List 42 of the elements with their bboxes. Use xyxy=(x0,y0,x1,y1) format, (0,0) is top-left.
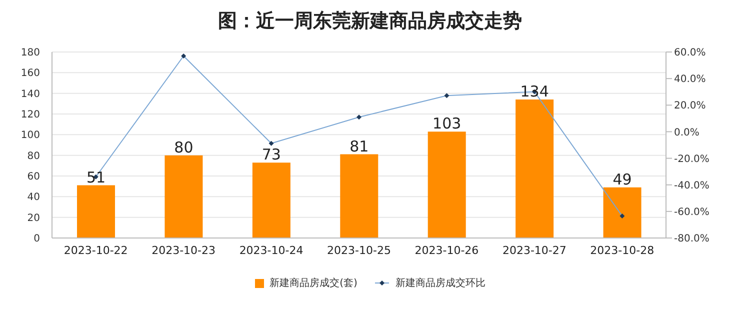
y-tick-label: 80 xyxy=(27,150,40,162)
y2-tick-label: -20.0% xyxy=(674,154,710,165)
y-tick-label: 100 xyxy=(20,130,40,142)
y-tick-label: 0 xyxy=(34,234,40,244)
data-label: 81 xyxy=(350,137,369,156)
bar xyxy=(516,100,554,238)
chart-title: 图：近一周东莞新建商品房成交走势 xyxy=(217,9,523,34)
x-tick-label: 2023-10-28 xyxy=(590,244,654,257)
x-tick-label: 2023-10-27 xyxy=(502,244,566,257)
y-tick-label: 20 xyxy=(27,212,40,224)
data-label: 51 xyxy=(86,168,106,186)
y-tick-label: 40 xyxy=(27,192,40,204)
x-tick-label: 2023-10-24 xyxy=(239,244,304,257)
x-tick-label: 2023-10-26 xyxy=(414,244,479,257)
y-tick-label: 140 xyxy=(20,88,40,100)
bar xyxy=(77,185,115,238)
bar xyxy=(252,162,290,238)
data-label: 103 xyxy=(432,114,462,133)
data-label: 134 xyxy=(520,82,549,101)
y2-tick-label: 40.0% xyxy=(674,74,706,86)
y2-tick-label: 0.0% xyxy=(674,127,700,138)
bar xyxy=(340,154,378,238)
bar xyxy=(428,132,466,238)
x-tick-label: 2023-10-25 xyxy=(327,244,391,257)
legend-label: 新建商品房成交环比 xyxy=(394,276,486,290)
y-tick-label: 160 xyxy=(20,68,40,80)
y-tick-label: 60 xyxy=(27,172,40,182)
y2-tick-label: -60.0% xyxy=(674,206,710,218)
data-label: 73 xyxy=(262,146,281,164)
x-tick-label: 2023-10-23 xyxy=(152,244,216,257)
bar xyxy=(164,155,203,238)
y2-tick-label: 20.0% xyxy=(674,100,706,112)
y2-tick-label: -40.0% xyxy=(674,180,710,192)
data-label: 80 xyxy=(174,138,194,156)
y2-tick-label: 60.0% xyxy=(674,48,706,59)
bar xyxy=(603,187,642,238)
y-tick-label: 120 xyxy=(20,110,40,120)
legend-label: 新建商品房成交(套) xyxy=(268,276,358,290)
data-label: 49 xyxy=(612,170,632,188)
y2-tick-label: -80.0% xyxy=(674,234,710,245)
y-tick-label: 180 xyxy=(20,48,40,58)
x-tick-label: 2023-10-22 xyxy=(64,244,128,257)
